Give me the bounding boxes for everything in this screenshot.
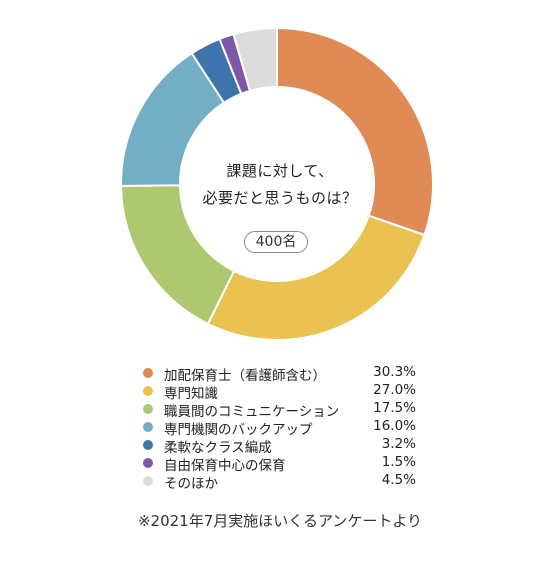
legend-swatch (143, 458, 153, 468)
legend-swatch (143, 386, 153, 396)
legend-swatch (143, 368, 153, 378)
legend-item: 職員間のコミュニケーション 17.5% (140, 400, 430, 420)
legend-value: 4.5% (381, 472, 416, 488)
donut-slice-7 (232, 26, 278, 93)
legend-label: 職員間のコミュニケーション (164, 404, 340, 420)
legend-item: 柔軟なクラス編成 3.2% (140, 436, 430, 456)
legend-item: そのほか 4.5% (140, 472, 430, 492)
legend-label: 専門知識 (164, 386, 218, 402)
legend-item: 専門知識 27.0% (140, 382, 430, 402)
legend-swatch (143, 476, 153, 486)
legend-item: 加配保育士（看護師含む） 30.3% (140, 364, 430, 384)
center-question-line2: 必要だと思うものは？ (202, 189, 358, 207)
donut-slice-2 (206, 214, 426, 341)
respondent-count-badge: 400名 (244, 231, 308, 253)
legend-label: 柔軟なクラス編成 (164, 440, 272, 456)
legend-value: 30.3% (373, 364, 416, 380)
chart-legend: 加配保育士（看護師含む） 30.3% 専門知識 27.0% 職員間のコミュニケーション 1… (140, 364, 430, 492)
donut-chart (119, 26, 434, 341)
legend-item: 自由保育中心の保育 1.5% (140, 454, 430, 474)
legend-swatch (143, 440, 153, 450)
center-question-line1: 課題に対して、 (226, 162, 334, 180)
legend-label: 自由保育中心の保育 (164, 458, 286, 474)
legend-label: 加配保育士（看護師含む） (164, 368, 326, 384)
donut-slice-1 (276, 26, 434, 237)
survey-footnote: ※2021年7月実施ほいくるアンケートより (137, 512, 423, 530)
legend-value: 27.0% (373, 382, 416, 398)
legend-value: 16.0% (373, 418, 416, 434)
legend-item: 専門機関のバックアップ 16.0% (140, 418, 430, 438)
legend-label: 専門機関のバックアップ (164, 422, 313, 438)
legend-value: 1.5% (381, 454, 416, 470)
legend-label: そのほか (164, 476, 218, 492)
legend-swatch (143, 422, 153, 432)
legend-value: 17.5% (373, 400, 416, 416)
legend-swatch (143, 404, 153, 414)
legend-value: 3.2% (381, 436, 416, 452)
